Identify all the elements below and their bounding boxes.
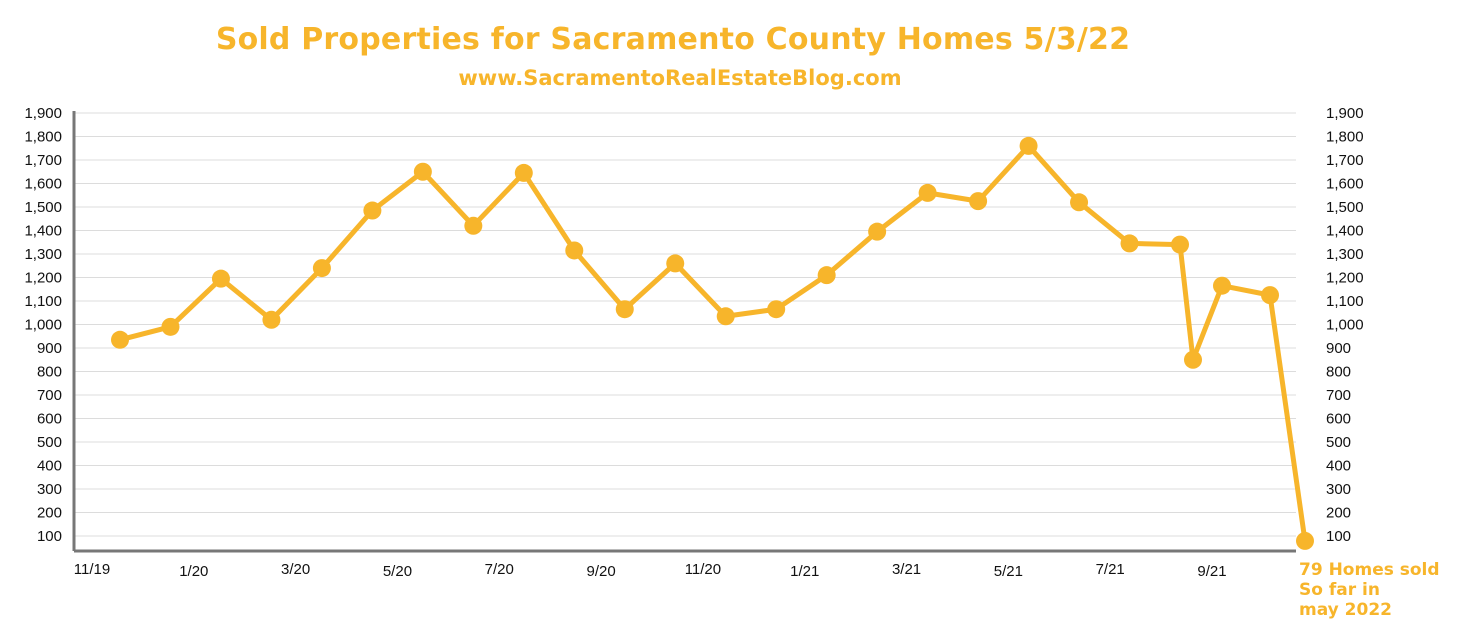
y-tick-label-right: 300 <box>1326 481 1351 498</box>
y-tick-label-right: 400 <box>1326 458 1351 475</box>
y-tick-label-left: 1,600 <box>24 176 62 193</box>
y-tick-label-left: 700 <box>37 387 62 404</box>
y-tick-label-right: 1,100 <box>1326 293 1364 310</box>
data-point <box>868 222 887 241</box>
x-tick-label: 11/19 <box>74 561 110 578</box>
data-point <box>1184 350 1202 369</box>
y-tick-label-left: 1,300 <box>24 246 62 263</box>
chart-subtitle: www.SacramentoRealEstateBlog.com <box>458 66 902 90</box>
x-tick-label: 3/21 <box>892 561 921 578</box>
x-tick-label: 11/20 <box>685 561 721 578</box>
y-tick-label-right: 800 <box>1326 364 1351 381</box>
y-tick-label-left: 900 <box>37 340 62 357</box>
data-point <box>161 317 180 336</box>
data-point <box>262 310 281 329</box>
y-tick-label-right: 1,300 <box>1326 246 1364 263</box>
data-point <box>1171 235 1189 254</box>
data-point <box>111 330 129 349</box>
x-tick-label: 7/20 <box>485 561 514 578</box>
data-point <box>565 241 584 260</box>
y-tick-label-left: 1,800 <box>24 129 62 146</box>
y-tick-label-right: 1,800 <box>1326 129 1364 146</box>
data-point <box>767 300 786 319</box>
data-point <box>312 259 331 278</box>
data-point <box>464 216 483 235</box>
latest-month-annotation: 79 Homes sold So far in may 2022 <box>1299 560 1440 620</box>
y-tick-label-left: 100 <box>37 528 62 545</box>
y-tick-label-left: 1,400 <box>24 223 62 240</box>
y-tick-label-right: 200 <box>1326 505 1351 522</box>
y-tick-label-right: 900 <box>1326 340 1351 357</box>
x-tick-label: 3/20 <box>281 561 310 578</box>
y-tick-label-right: 1,000 <box>1326 317 1364 334</box>
y-tick-label-right: 500 <box>1326 434 1351 451</box>
data-point <box>363 201 382 220</box>
y-tick-label-right: 1,500 <box>1326 199 1364 216</box>
y-tick-label-right: 1,600 <box>1326 176 1364 193</box>
data-point <box>413 162 432 181</box>
y-tick-label-left: 1,100 <box>24 293 62 310</box>
x-tick-label: 1/20 <box>179 563 208 580</box>
y-tick-label-right: 600 <box>1326 411 1351 428</box>
y-tick-label-right: 700 <box>1326 387 1351 404</box>
data-point <box>1261 286 1279 305</box>
y-tick-label-left: 200 <box>37 505 62 522</box>
data-point <box>1213 276 1231 295</box>
y-tick-label-left: 1,500 <box>24 199 62 216</box>
x-tick-label: 1/21 <box>790 563 819 580</box>
data-point <box>615 300 634 319</box>
x-tick-label: 9/20 <box>586 563 615 580</box>
y-tick-label-left: 600 <box>37 411 62 428</box>
y-tick-label-left: 400 <box>37 458 62 475</box>
x-tick-label: 7/21 <box>1096 561 1125 578</box>
y-tick-label-left: 1,200 <box>24 270 62 287</box>
y-tick-label-left: 1,900 <box>24 105 62 122</box>
data-point <box>817 266 836 285</box>
y-tick-label-right: 1,400 <box>1326 223 1364 240</box>
data-point <box>666 254 685 273</box>
data-point <box>969 192 988 211</box>
y-tick-label-left: 800 <box>37 364 62 381</box>
data-point <box>514 163 533 182</box>
data-point <box>716 307 735 326</box>
x-tick-label: 5/21 <box>994 563 1023 580</box>
y-tick-label-left: 500 <box>37 434 62 451</box>
x-tick-label: 5/20 <box>383 563 412 580</box>
data-point <box>918 183 937 202</box>
y-tick-label-left: 300 <box>37 481 62 498</box>
y-tick-label-right: 1,200 <box>1326 270 1364 287</box>
data-point <box>1019 136 1038 155</box>
data-point <box>1296 531 1314 550</box>
data-point <box>211 269 230 288</box>
series-line <box>119 143 1308 542</box>
y-tick-label-right: 1,900 <box>1326 105 1364 122</box>
chart-title: Sold Properties for Sacramento County Ho… <box>215 22 1131 57</box>
y-tick-label-left: 1,000 <box>24 317 62 334</box>
y-tick-label-right: 100 <box>1326 528 1351 545</box>
y-tick-label-right: 1,700 <box>1326 152 1364 169</box>
data-point <box>1120 234 1139 253</box>
y-tick-label-left: 1,700 <box>24 152 62 169</box>
x-tick-label: 9/21 <box>1197 563 1226 580</box>
data-point <box>1070 193 1089 212</box>
